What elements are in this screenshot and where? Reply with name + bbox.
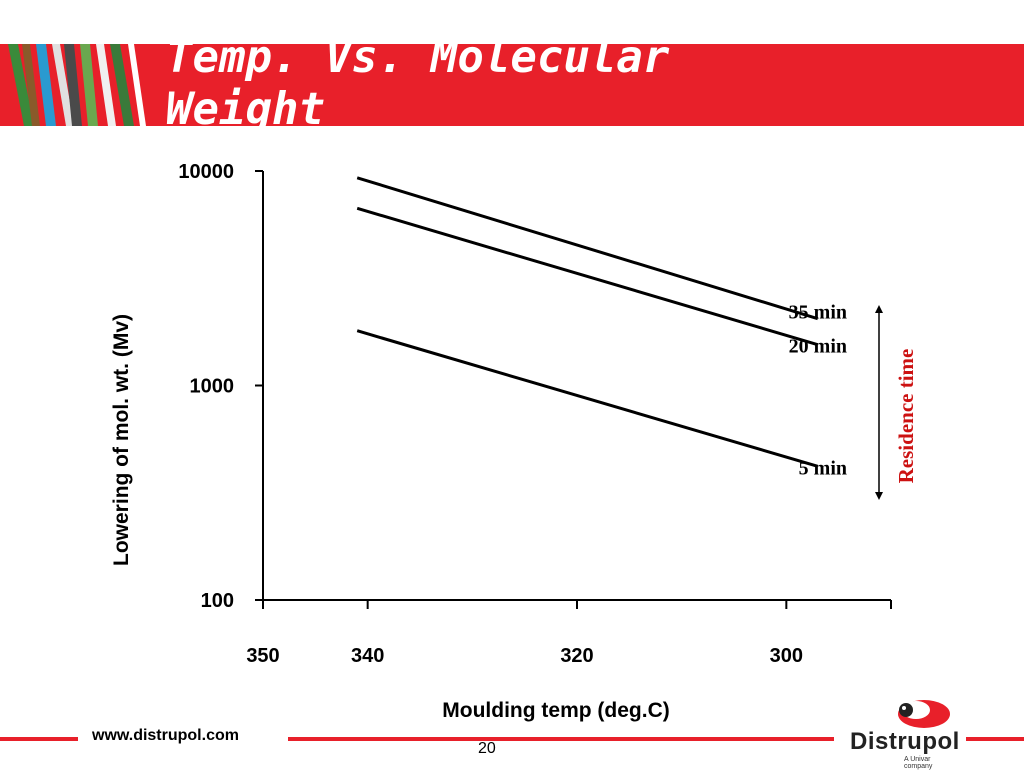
arrow-up-head — [875, 305, 883, 313]
residence-time-annotation: Residence time — [875, 305, 918, 500]
series-label: 20 min — [789, 336, 847, 358]
y-tick-label: 1000 — [190, 376, 235, 398]
footer-url-link[interactable]: www.distrupol.com — [92, 727, 239, 744]
logo-tagline: A Univar company — [904, 756, 933, 770]
series-5-min: 5 min — [356, 329, 847, 479]
page-number: 20 — [478, 740, 496, 757]
series-label: 5 min — [799, 457, 847, 479]
title-banner: Temp. Vs. Molecular Weight — [0, 44, 1024, 126]
residence-time-label: Residence time — [894, 349, 918, 484]
logo-wordmark: Distrupol — [850, 728, 960, 755]
series-line — [356, 206, 819, 347]
series-35-min: 35 min — [356, 176, 847, 324]
y-tick-label: 100 — [201, 590, 234, 612]
series-line — [356, 176, 819, 321]
banner-stripes-graphic — [0, 44, 160, 126]
arrow-down-head — [875, 492, 883, 500]
distrupol-logo: Distrupol A Univar company — [850, 696, 960, 770]
slide-title: Temp. Vs. Molecular Weight — [166, 44, 696, 126]
x-tick-label: 300 — [770, 645, 803, 667]
x-tick-label: 340 — [351, 645, 384, 667]
chart-series-layer: 35 min 20 min 5 min — [356, 176, 847, 479]
logo-swoosh-icon — [898, 700, 950, 728]
y-axis-title: Lowering of mol. wt. (Mv) — [110, 314, 133, 566]
footer-rule-left — [0, 737, 78, 741]
series-label: 35 min — [789, 302, 847, 324]
x-axis-title: Moulding temp (deg.C) — [442, 699, 669, 722]
footer-rule-right — [966, 737, 1024, 741]
x-tick-label: 350 — [246, 645, 279, 667]
series-line — [356, 329, 819, 468]
chart-axes: 100 1000 10000 350 340 320 300 — [178, 161, 892, 667]
x-tick-label: 320 — [560, 645, 593, 667]
y-tick-label: 10000 — [178, 161, 234, 183]
series-20-min: 20 min — [356, 206, 847, 358]
footer-rule-middle — [288, 737, 834, 741]
